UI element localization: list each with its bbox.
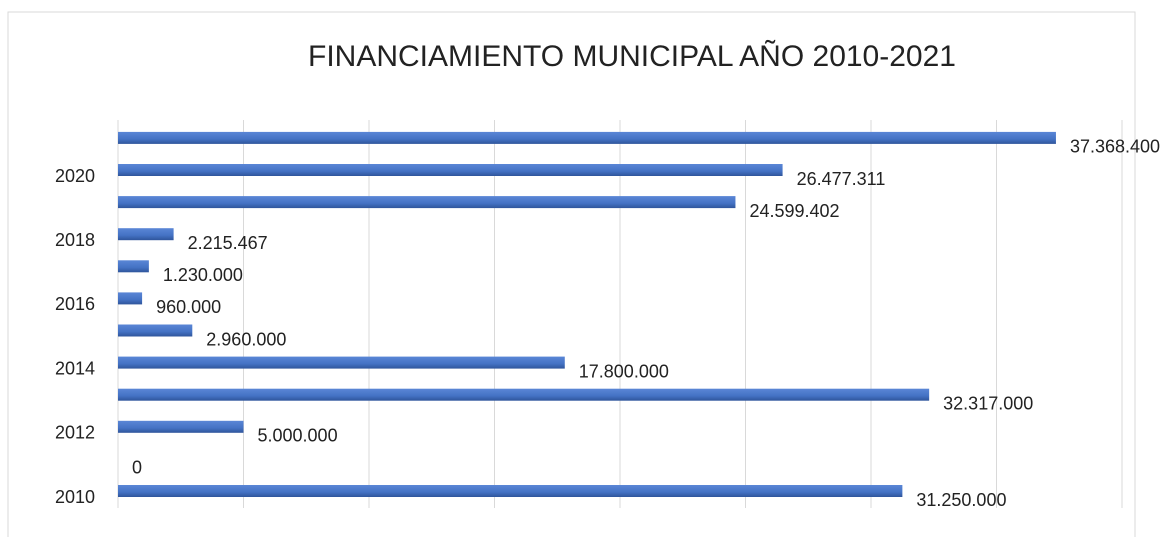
bar [118, 164, 783, 176]
bar [118, 388, 930, 401]
chart-frame [7, 11, 1136, 537]
value-label: 2.960.000 [206, 329, 286, 349]
bar [118, 228, 174, 241]
y-tick-label: 2010 [55, 487, 95, 507]
y-tick-label: 2020 [55, 166, 95, 186]
y-tick-label: 2012 [55, 423, 95, 443]
bar [118, 196, 736, 209]
value-label: 24.599.402 [749, 201, 839, 221]
value-label: 960.000 [156, 297, 221, 317]
bar [118, 420, 244, 433]
value-label: 32.317.000 [943, 393, 1033, 413]
value-label: 1.230.000 [163, 265, 243, 285]
value-label: 31.250.000 [916, 490, 1006, 510]
value-label: 5.000.000 [258, 426, 338, 446]
bar [118, 260, 149, 273]
value-label: 2.215.467 [188, 233, 268, 253]
value-label: 26.477.311 [797, 169, 886, 189]
value-label: 37.368.400 [1070, 137, 1160, 157]
bar [118, 356, 565, 369]
bar [118, 131, 1056, 144]
bar [118, 292, 143, 305]
y-tick-label: 2014 [55, 358, 95, 378]
y-tick-label: 2016 [55, 294, 95, 314]
bar [118, 324, 193, 337]
value-label: 17.800.000 [579, 361, 669, 381]
bar [118, 485, 903, 497]
value-label: 0 [132, 458, 142, 478]
y-tick-label: 2018 [55, 230, 95, 250]
chart-title: FINANCIAMIENTO MUNICIPAL AÑO 2010-2021 [308, 39, 956, 73]
